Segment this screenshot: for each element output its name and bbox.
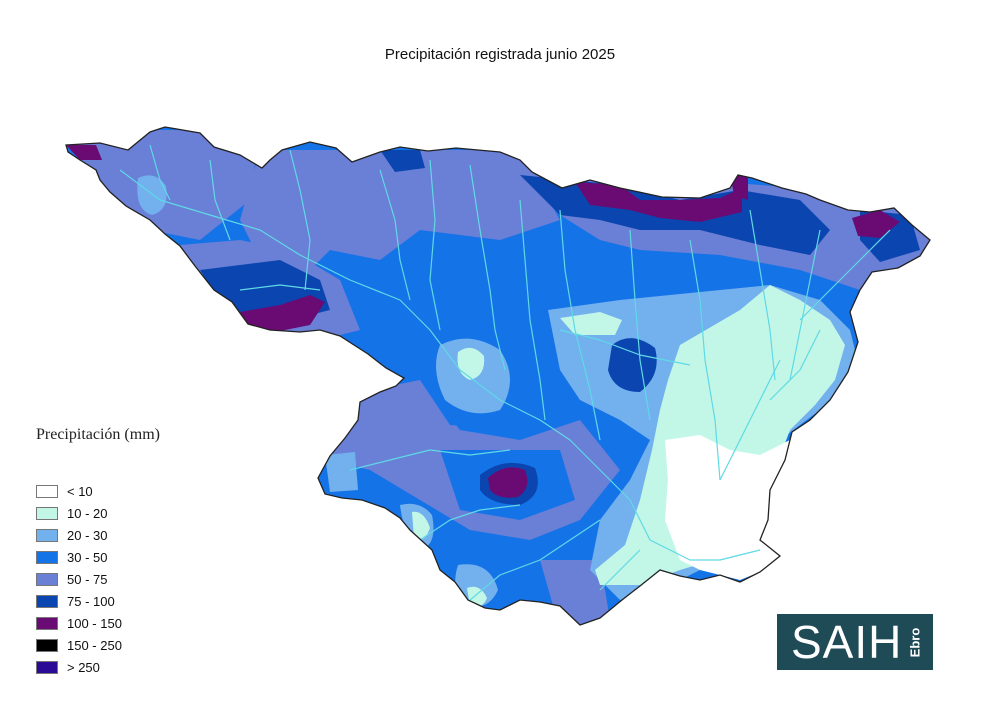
legend-label: 30 - 50: [67, 549, 108, 565]
river: [599, 549, 641, 591]
legend-swatch: [36, 506, 58, 520]
map-title: Precipitación registrada junio 2025: [384, 46, 616, 63]
river: [239, 284, 321, 291]
river: [559, 329, 691, 366]
basin-outline: [65, 126, 931, 626]
zone-100-150: [488, 467, 528, 498]
logo-main-text: SAIH: [791, 616, 903, 668]
legend-item: 100 - 150: [36, 612, 122, 634]
legend-label: 50 - 75: [67, 571, 108, 587]
zone-50-75: [240, 150, 560, 280]
zone-75-100: [380, 150, 425, 172]
legend-label: 100 - 150: [67, 615, 122, 631]
zone-75-100: [608, 338, 657, 392]
logo-sub-text: Ebro: [907, 627, 923, 657]
zone-100-150: [240, 295, 325, 332]
legend-label: 75 - 100: [67, 593, 115, 609]
saih-ebro-logo: SAIH Ebro: [777, 614, 933, 670]
zone-10-20: [457, 347, 485, 380]
legend-label: 20 - 30: [67, 527, 108, 543]
river: [289, 149, 311, 291]
legend-label: 10 - 20: [67, 505, 108, 521]
legend-swatch: [36, 660, 58, 674]
river: [379, 169, 411, 301]
zone-100-150: [575, 182, 742, 222]
zone-10-20: [595, 285, 845, 585]
legend-title: Precipitación (mm): [36, 426, 160, 443]
zone-20-30: [325, 452, 358, 492]
legend-swatch: [36, 550, 58, 564]
legend-item: 10 - 20: [36, 502, 122, 524]
river: [769, 329, 821, 401]
river: [749, 209, 776, 381]
legend-item: > 250: [36, 656, 122, 678]
legend-label: 150 - 250: [67, 637, 122, 653]
legend-swatch: [36, 528, 58, 542]
river: [349, 449, 511, 471]
river: [209, 159, 231, 241]
river: [519, 199, 546, 421]
legend-swatch: [36, 616, 58, 630]
zone-10-20: [560, 312, 622, 335]
legend-item: 150 - 250: [36, 634, 122, 656]
river-network: [119, 144, 891, 601]
legend-swatch: [36, 484, 58, 498]
legend-item: 50 - 75: [36, 568, 122, 590]
river: [469, 519, 601, 601]
zone-20-30: [137, 175, 167, 215]
river-ebro: [119, 169, 761, 561]
legend-label: > 250: [67, 659, 100, 675]
river: [149, 144, 171, 201]
legend-item: 30 - 50: [36, 546, 122, 568]
zone-10-20: [412, 511, 430, 541]
river: [719, 359, 781, 481]
zone-100-150: [66, 145, 102, 160]
river: [629, 229, 651, 421]
river: [799, 229, 891, 321]
legend-label: < 10: [67, 483, 93, 499]
legend-swatch: [36, 638, 58, 652]
legend-swatch: [36, 572, 58, 586]
river: [429, 159, 441, 331]
river: [469, 164, 506, 371]
legend-item: < 10: [36, 480, 122, 502]
legend: < 10 10 - 20 20 - 30 30 - 50 50 - 75 75 …: [36, 480, 122, 678]
river: [789, 229, 821, 381]
legend-item: 75 - 100: [36, 590, 122, 612]
zone-less-10: [665, 435, 790, 580]
zone-100-150: [852, 210, 900, 238]
legend-item: 20 - 30: [36, 524, 122, 546]
legend-swatch: [36, 594, 58, 608]
river: [559, 209, 601, 441]
river: [689, 239, 721, 481]
river: [419, 504, 521, 541]
